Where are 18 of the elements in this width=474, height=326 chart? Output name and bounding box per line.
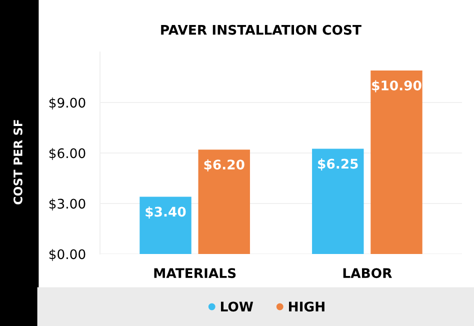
bar: [198, 150, 250, 254]
x-tick-label: LABOR: [343, 268, 392, 278]
x-tick-label: MATERIALS: [154, 268, 236, 278]
legend-label: LOW: [220, 302, 254, 312]
legend-label: HIGH: [289, 302, 324, 312]
bar: [140, 196, 192, 254]
data-label: $6.20: [204, 159, 244, 172]
data-label: $6.25: [318, 158, 358, 170]
chart-title: PAVER INSTALLATION COST: [161, 24, 362, 35]
y-tick-label: $9.00: [49, 97, 86, 110]
data-label: $3.40: [146, 206, 186, 218]
bar: [312, 148, 364, 254]
y-tick-label: $3.00: [49, 198, 86, 210]
y-axis-title: COST PER SF: [13, 120, 22, 204]
y-tick-label: $0.00: [49, 248, 86, 261]
y-tick-label: $6.00: [49, 148, 86, 160]
bar: [370, 70, 422, 254]
data-label: $10.90: [372, 80, 422, 92]
